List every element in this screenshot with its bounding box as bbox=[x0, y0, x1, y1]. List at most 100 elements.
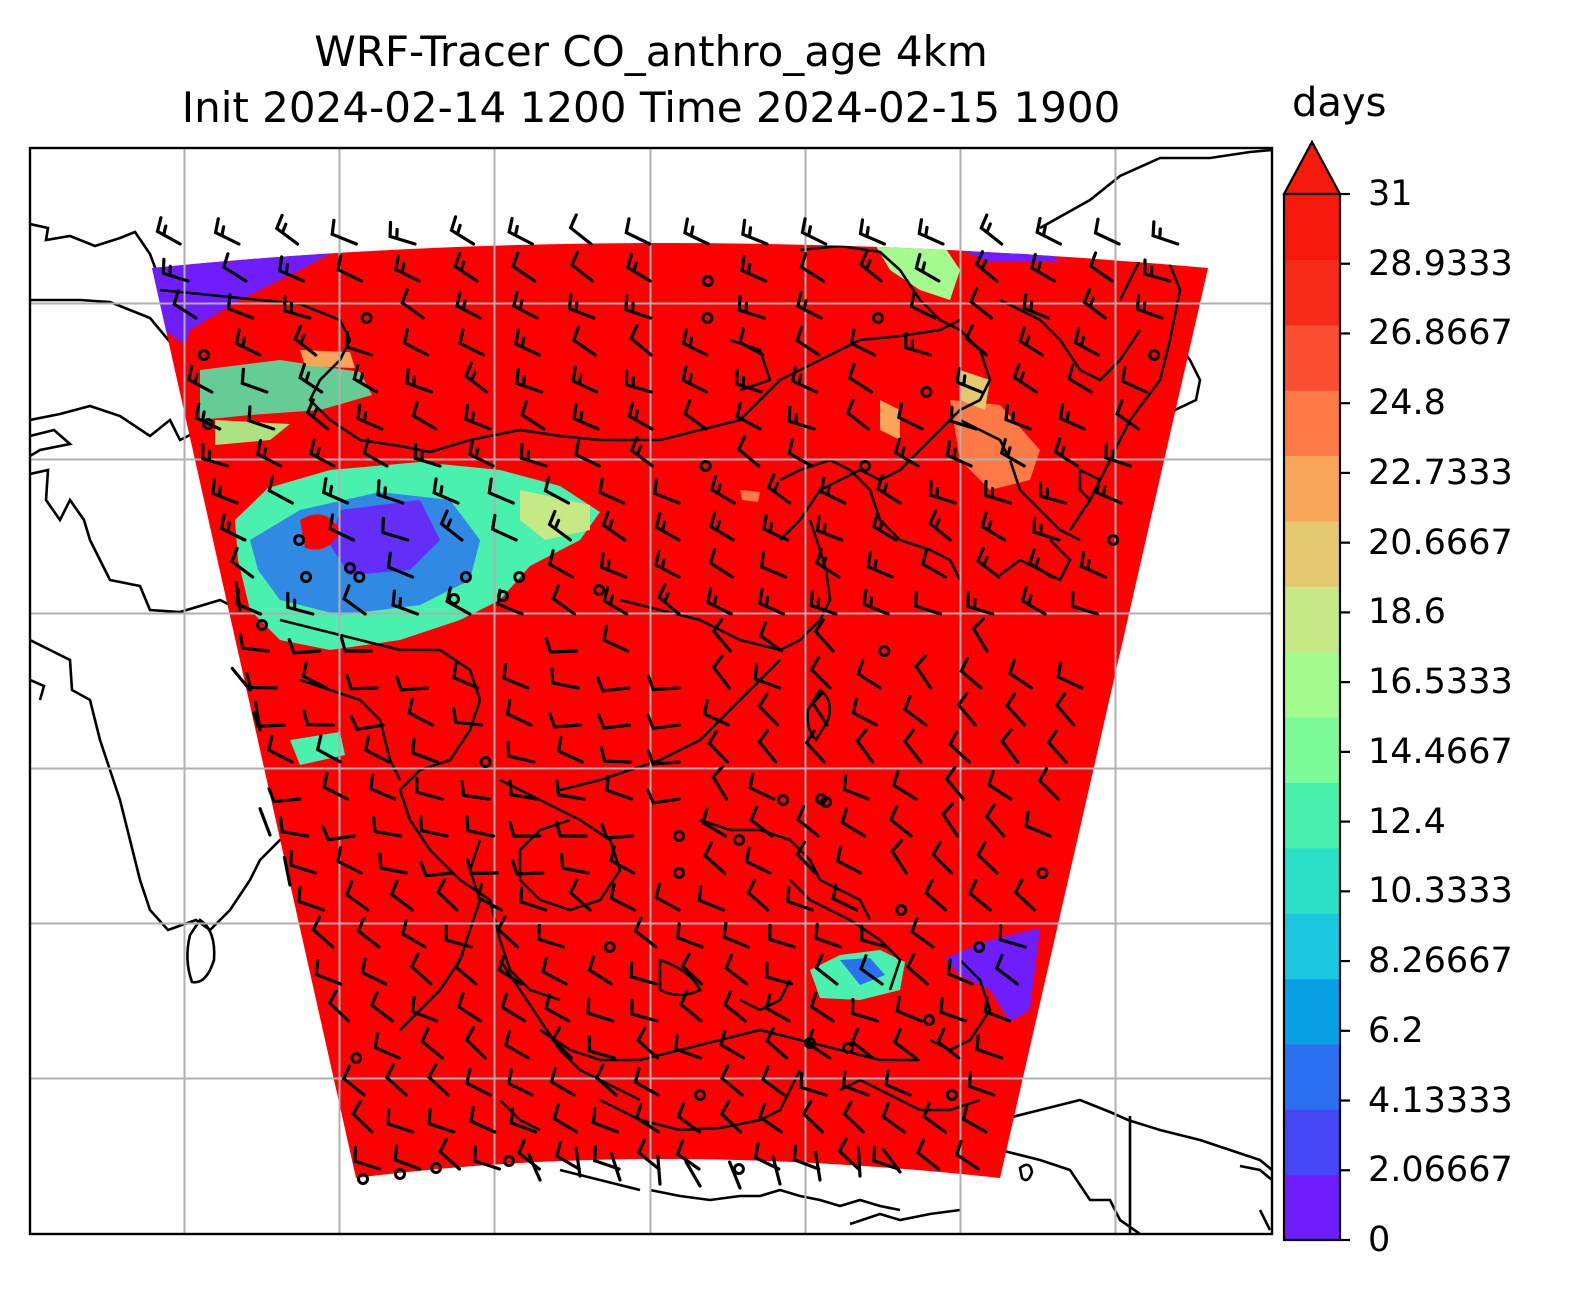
calm-wind-marker bbox=[777, 794, 789, 806]
wind-barb bbox=[850, 1027, 875, 1060]
wind-barb bbox=[368, 773, 397, 801]
wind-barb bbox=[986, 770, 1013, 801]
wind-barb bbox=[608, 845, 636, 875]
wind-barb bbox=[624, 294, 653, 320]
wind-barb bbox=[968, 879, 992, 912]
wind-barb bbox=[849, 328, 877, 357]
wind-barb bbox=[1039, 480, 1068, 505]
wind-barb bbox=[508, 821, 542, 838]
colorbar-segment bbox=[1284, 1043, 1340, 1110]
wind-barb bbox=[890, 839, 908, 875]
wind-barb bbox=[509, 1107, 538, 1134]
wind-barb bbox=[916, 1138, 940, 1171]
calm-wind-marker bbox=[1107, 534, 1120, 546]
wind-barb bbox=[211, 478, 239, 505]
wind-barb bbox=[373, 1032, 401, 1060]
wind-barb bbox=[456, 992, 483, 1023]
wind-barb bbox=[902, 694, 928, 727]
wind-barb bbox=[601, 510, 627, 542]
wind-barb bbox=[186, 364, 214, 394]
wind-barb bbox=[544, 637, 578, 654]
wind-barb bbox=[881, 1147, 902, 1174]
field-patch-tibet-purple bbox=[330, 500, 440, 575]
wind-barb bbox=[464, 403, 492, 431]
wind-barb bbox=[795, 840, 817, 875]
wind-barb bbox=[967, 1070, 996, 1097]
calm-wind-marker bbox=[394, 1168, 406, 1180]
wind-barb bbox=[247, 405, 276, 431]
colorbar-segment bbox=[1284, 1109, 1340, 1176]
wind-barb bbox=[633, 1067, 660, 1097]
wind-barb bbox=[409, 952, 433, 986]
wind-barb bbox=[415, 776, 444, 801]
wind-barb bbox=[544, 993, 571, 1023]
wind-barb bbox=[369, 990, 395, 1023]
calm-wind-marker bbox=[973, 941, 986, 953]
calm-wind-marker bbox=[923, 1014, 935, 1026]
wind-barb bbox=[630, 998, 659, 1023]
wind-barb bbox=[837, 1137, 861, 1171]
colorbar-extend-arrow bbox=[1282, 139, 1342, 196]
wind-barb bbox=[267, 734, 294, 764]
wind-barb bbox=[941, 802, 959, 838]
wind-barb bbox=[302, 709, 336, 727]
wind-barb bbox=[567, 293, 596, 320]
wind-barb bbox=[1004, 692, 1027, 727]
wind-barb bbox=[744, 846, 772, 875]
wind-barb bbox=[719, 1100, 742, 1134]
wind-barb bbox=[629, 961, 658, 986]
wind-barb bbox=[1032, 516, 1061, 542]
colorbar-segment bbox=[1284, 847, 1340, 914]
wind-barb bbox=[394, 254, 421, 283]
wind-barb bbox=[676, 922, 704, 949]
wind-barb bbox=[998, 924, 1027, 949]
wind-barb bbox=[753, 1142, 781, 1171]
wind-barb bbox=[465, 815, 495, 838]
wind-barb bbox=[799, 1071, 828, 1097]
wind-barb bbox=[980, 511, 1007, 542]
wind-barb bbox=[994, 953, 1019, 986]
wind-barb bbox=[801, 1100, 824, 1134]
wind-barb bbox=[939, 996, 968, 1023]
calm-wind-marker bbox=[701, 312, 714, 324]
wind-barb bbox=[339, 635, 373, 653]
wind-barb bbox=[859, 954, 884, 986]
wind-barb bbox=[1046, 729, 1068, 764]
wind-barb bbox=[321, 825, 356, 842]
calm-wind-marker bbox=[593, 584, 605, 596]
wind-barb bbox=[738, 327, 765, 357]
wind-barb bbox=[786, 885, 814, 912]
wind-barb bbox=[592, 1145, 621, 1171]
wind-barb bbox=[909, 291, 937, 320]
calm-wind-marker bbox=[197, 349, 210, 361]
colorbar-tick-label: 31 bbox=[1368, 174, 1413, 214]
wind-barb bbox=[548, 712, 582, 729]
calm-wind-marker bbox=[871, 312, 884, 324]
field-patch-se-purple bbox=[945, 928, 1040, 1022]
wind-barb bbox=[787, 438, 814, 468]
wind-barb bbox=[452, 662, 480, 690]
gridlines bbox=[30, 148, 1272, 1234]
wind-barb bbox=[1095, 477, 1123, 505]
field-patch-west-streak-2 bbox=[215, 420, 290, 445]
wind-barb bbox=[609, 883, 637, 912]
wind-barb bbox=[245, 672, 278, 690]
wind-barb bbox=[735, 368, 763, 394]
coastlines-outside bbox=[30, 148, 1272, 1234]
wind-barb bbox=[850, 997, 879, 1023]
wind-barb bbox=[683, 217, 710, 246]
wind-barb bbox=[519, 442, 548, 468]
wind-barb bbox=[1135, 293, 1164, 320]
wind-barb bbox=[924, 878, 948, 912]
calm-wind-marker bbox=[945, 1089, 958, 1101]
wind-barb bbox=[229, 546, 255, 579]
wind-barb bbox=[427, 1108, 456, 1134]
calm-wind-marker bbox=[732, 1163, 745, 1175]
wind-barb bbox=[858, 218, 886, 246]
wind-barb bbox=[1000, 728, 1020, 764]
colorbar-tick-label: 16.5333 bbox=[1368, 662, 1513, 703]
wind-barb bbox=[452, 706, 484, 727]
colorbar-tick-label: 20.6667 bbox=[1368, 522, 1513, 563]
wind-barb bbox=[656, 1154, 662, 1186]
wind-barb bbox=[813, 618, 835, 653]
